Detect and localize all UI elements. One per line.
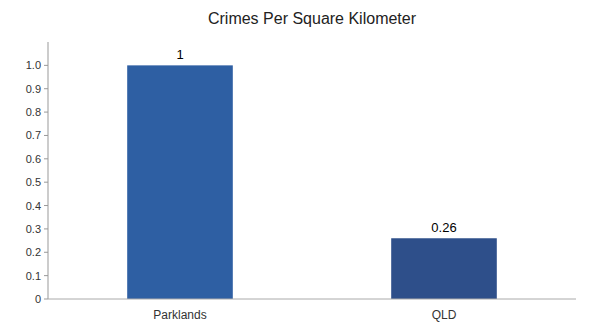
y-tick bbox=[44, 112, 48, 113]
y-tick bbox=[44, 205, 48, 206]
data-labels: 10.26 bbox=[176, 47, 456, 235]
x-tick-label: QLD bbox=[432, 308, 457, 322]
y-tick bbox=[44, 158, 48, 159]
chart-container: Crimes Per Square Kilometer 0 0.1 0.2 0.3 0.4… bbox=[0, 0, 592, 333]
x-axis: Parklands QLD bbox=[48, 299, 576, 322]
bars bbox=[127, 65, 497, 299]
y-tick-label: 0.1 bbox=[26, 270, 41, 282]
y-tick-label: 0.3 bbox=[26, 223, 41, 235]
x-tick-label: Parklands bbox=[153, 308, 206, 322]
chart: Crimes Per Square Kilometer 0 0.1 0.2 0.3 0.4… bbox=[0, 0, 592, 333]
y-tick-label: 0.4 bbox=[26, 200, 41, 212]
y-tick-label: 0.6 bbox=[26, 153, 41, 165]
y-tick bbox=[44, 88, 48, 89]
title: Crimes Per Square Kilometer bbox=[208, 10, 417, 27]
y-tick-label: 0 bbox=[35, 293, 41, 305]
y-tick bbox=[44, 275, 48, 276]
y-tick bbox=[44, 299, 48, 300]
x-axis-line bbox=[48, 299, 576, 300]
y-tick bbox=[44, 135, 48, 136]
data-label: 0.26 bbox=[431, 220, 456, 235]
y-tick-label: 0.2 bbox=[26, 246, 41, 258]
bar bbox=[127, 65, 233, 299]
y-tick-label: 0.7 bbox=[26, 129, 41, 141]
data-label: 1 bbox=[176, 47, 183, 62]
y-tick-label: 1.0 bbox=[26, 59, 41, 71]
y-axis: 0 0.1 0.2 0.3 0.4 0.5 0.6 0.7 0.8 0.9 1.0 bbox=[26, 42, 48, 305]
y-tick-label: 0.8 bbox=[26, 106, 41, 118]
y-axis-line bbox=[48, 42, 49, 299]
y-tick bbox=[44, 65, 48, 66]
y-tick-label: 0.5 bbox=[26, 176, 41, 188]
y-tick bbox=[44, 252, 48, 253]
y-tick bbox=[44, 228, 48, 229]
y-tick bbox=[44, 182, 48, 183]
y-tick-label: 0.9 bbox=[26, 83, 41, 95]
bar bbox=[391, 238, 497, 299]
